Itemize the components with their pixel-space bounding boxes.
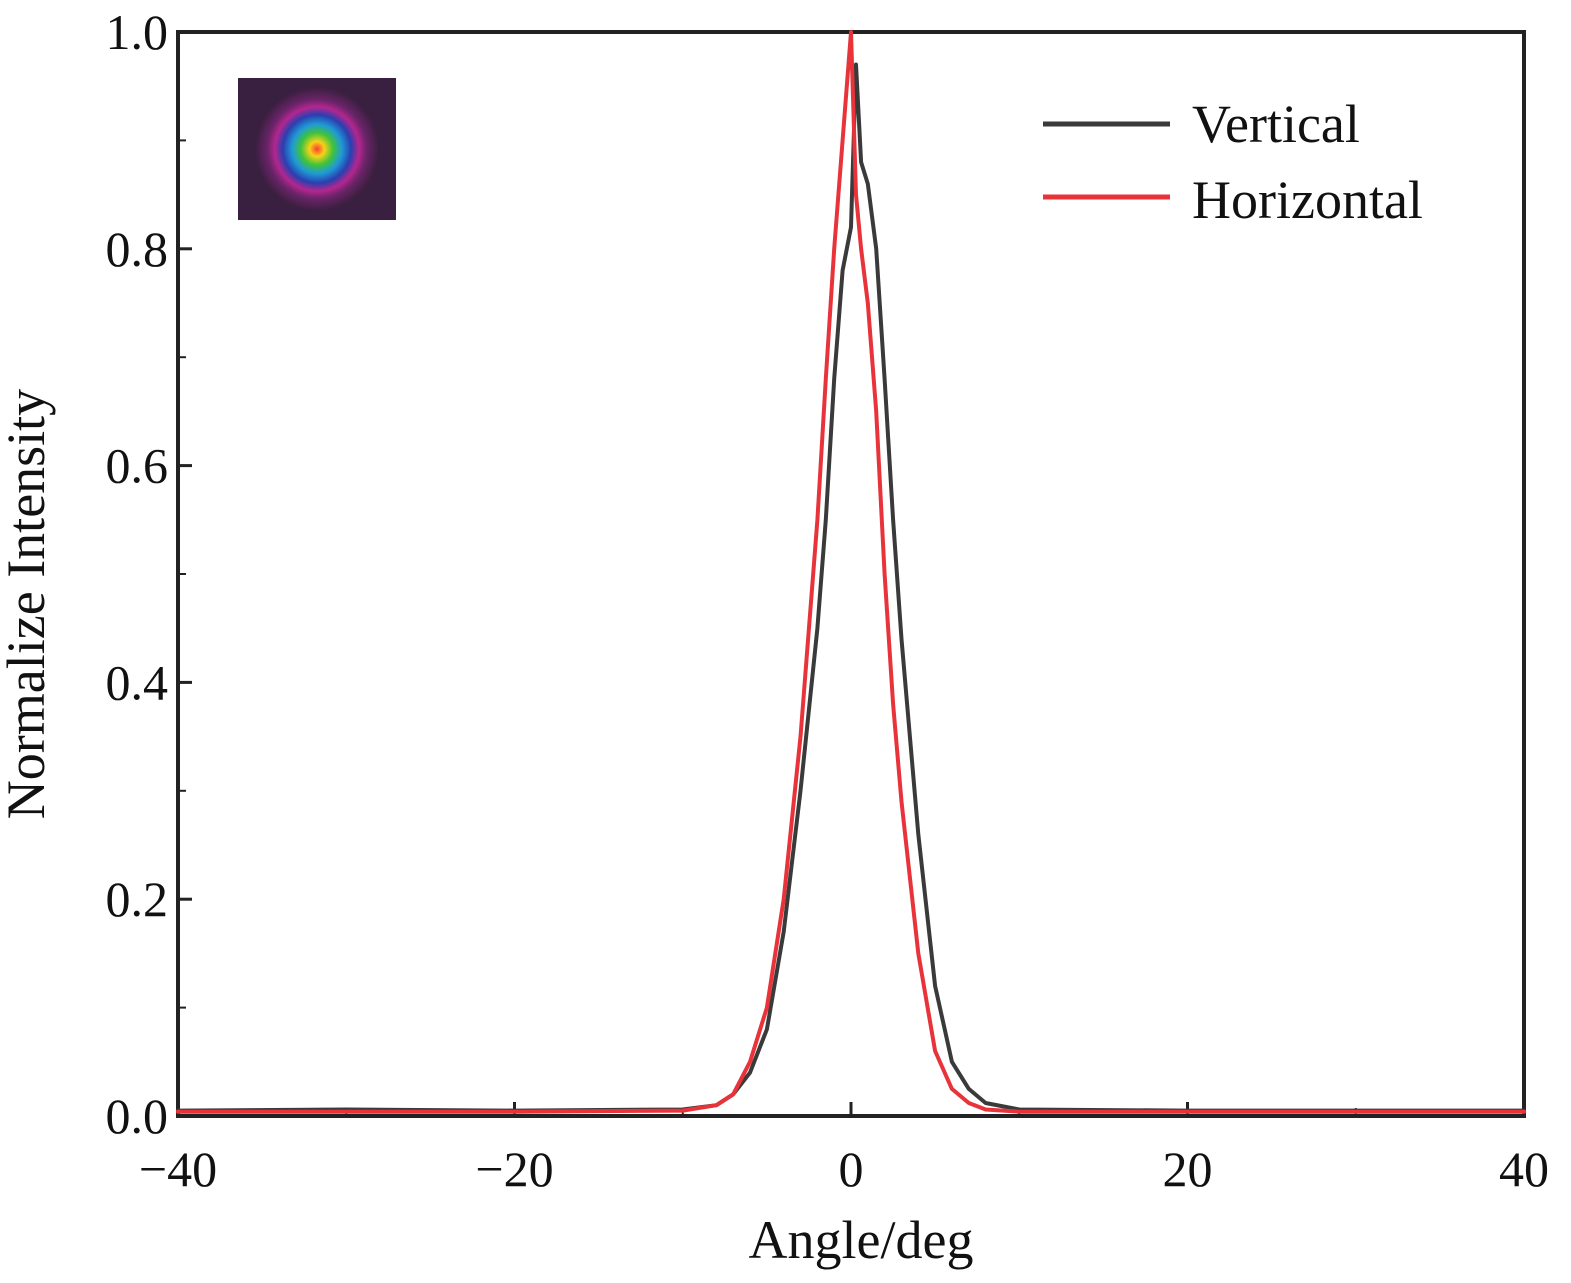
x-tick-label: −20 <box>475 1141 553 1197</box>
legend-label-vertical: Vertical <box>1192 94 1360 154</box>
y-axis-title: Normalize Intensity <box>0 389 56 819</box>
x-tick-label: 0 <box>839 1141 864 1197</box>
beam-profile-inset <box>238 78 396 220</box>
x-axis-ticks: −40 −20 0 20 40 <box>139 1102 1549 1197</box>
y-axis-ticks: 0.0 0.2 0.4 0.6 0.8 1.0 <box>106 4 192 1144</box>
beam-profile-image <box>255 87 379 211</box>
y-tick-label: 0.4 <box>106 654 169 710</box>
x-tick-label: 20 <box>1163 1141 1213 1197</box>
legend-label-horizontal: Horizontal <box>1192 170 1423 230</box>
x-tick-label: 40 <box>1499 1141 1549 1197</box>
y-tick-label: 0.8 <box>106 221 169 277</box>
y-tick-label: 1.0 <box>106 4 169 60</box>
series-line-horizontal <box>176 30 1526 1114</box>
y-tick-label: 0.6 <box>106 438 169 494</box>
series-lines <box>176 30 1526 1114</box>
x-tick-label: −40 <box>139 1141 217 1197</box>
y-tick-label: 0.2 <box>106 871 169 927</box>
y-tick-label: 0.0 <box>106 1088 169 1144</box>
legend: Vertical Horizontal <box>1043 94 1423 230</box>
x-axis-title: Angle/deg <box>749 1210 974 1270</box>
